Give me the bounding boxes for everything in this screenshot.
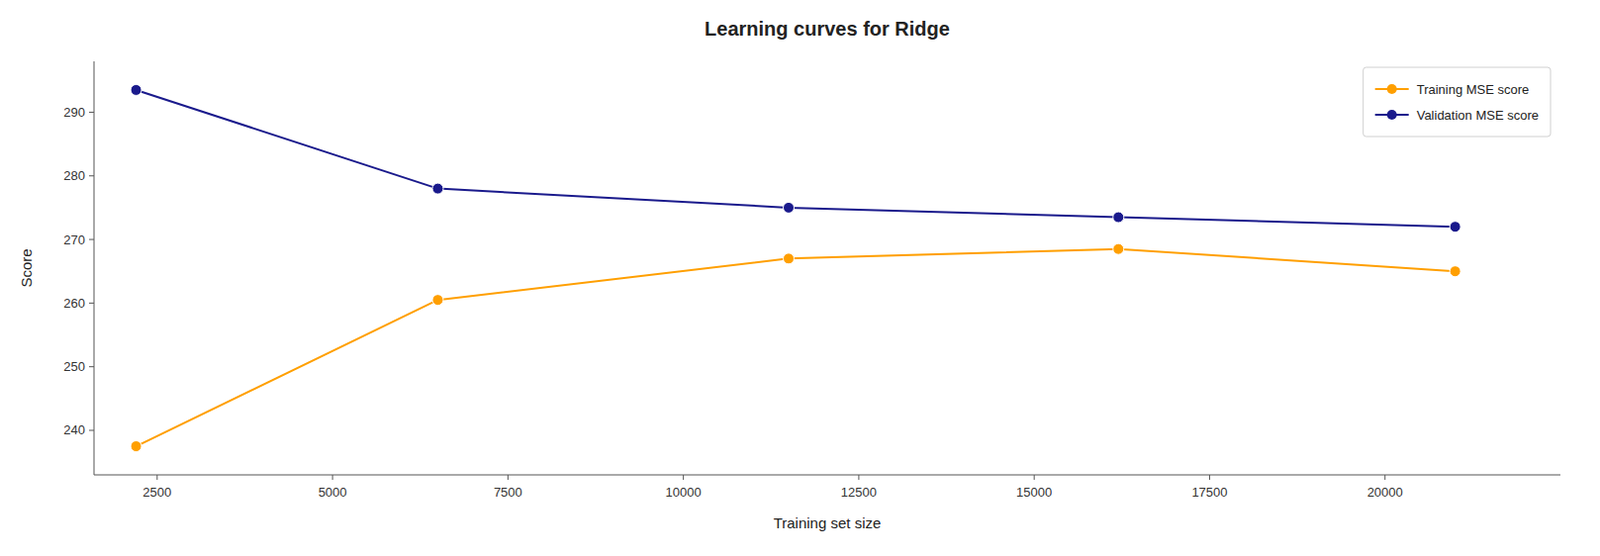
x-axis-line [94,474,1561,476]
series-line [136,249,1456,447]
series-marker [432,294,444,306]
legend-frame [1363,67,1551,137]
y-tick [89,302,95,304]
y-tick [89,175,95,177]
chart-container: Learning curves for Ridge 2500 5000 7500 100… [0,0,1600,556]
y-axis-label: Score [17,248,35,287]
series-marker [432,183,444,194]
x-tick [857,474,859,480]
x-tick-label: 7500 [493,484,523,500]
legend: Training MSE score Validation MSE score [1363,67,1551,137]
x-tick [507,474,509,480]
series [130,84,1461,232]
x-tick-label: 10000 [665,484,702,500]
x-tick-label: 15000 [1016,484,1052,500]
chart-svg: Learning curves for Ridge 2500 5000 7500 100… [0,0,1600,556]
legend-swatch-marker [1387,109,1398,120]
x-tick [1209,474,1211,480]
y-tick-label: 260 [63,295,86,311]
y-tick-label: 250 [63,359,86,375]
x-tick [332,474,334,480]
x-tick-label: 20000 [1367,484,1404,500]
series-marker [130,84,142,95]
legend-item: Training MSE score [1375,82,1530,97]
x-tick-label: 5000 [318,484,348,500]
x-tick-label: 2500 [142,484,172,500]
series-marker [1449,221,1461,233]
series-line [136,90,1456,227]
y-axis-line [94,61,95,475]
series-marker [1449,266,1461,278]
legend-label: Training MSE score [1416,82,1530,97]
x-tick [1384,474,1386,480]
y-tick-label: 240 [63,422,86,438]
legend-swatch-marker [1387,84,1398,95]
y-tick-label: 280 [63,168,86,184]
x-tick-label: 17500 [1191,484,1227,500]
chart-title: Learning curves for Ridge [704,17,950,40]
series-marker [1113,211,1125,223]
y-tick-label: 290 [63,104,86,120]
series-marker [783,253,795,265]
x-tick-label: 12500 [841,484,877,500]
plot-area [130,84,1461,452]
x-tick [1034,474,1036,480]
series-marker [1113,243,1125,255]
series-marker [783,201,795,213]
y-tick [89,239,95,241]
x-tick [682,474,684,480]
legend-item: Validation MSE score [1375,107,1539,123]
x-axis-label: Training set size [773,514,882,532]
series-marker [130,441,142,453]
series [130,243,1461,452]
y-tick [89,429,95,431]
y-tick [89,111,95,113]
y-tick-label: 270 [63,232,86,248]
axes: 2500 5000 7500 10000 12500 15000 17500 20000 240… [63,61,1561,500]
y-tick [89,366,95,368]
legend-label: Validation MSE score [1416,107,1539,123]
x-tick [156,474,158,480]
